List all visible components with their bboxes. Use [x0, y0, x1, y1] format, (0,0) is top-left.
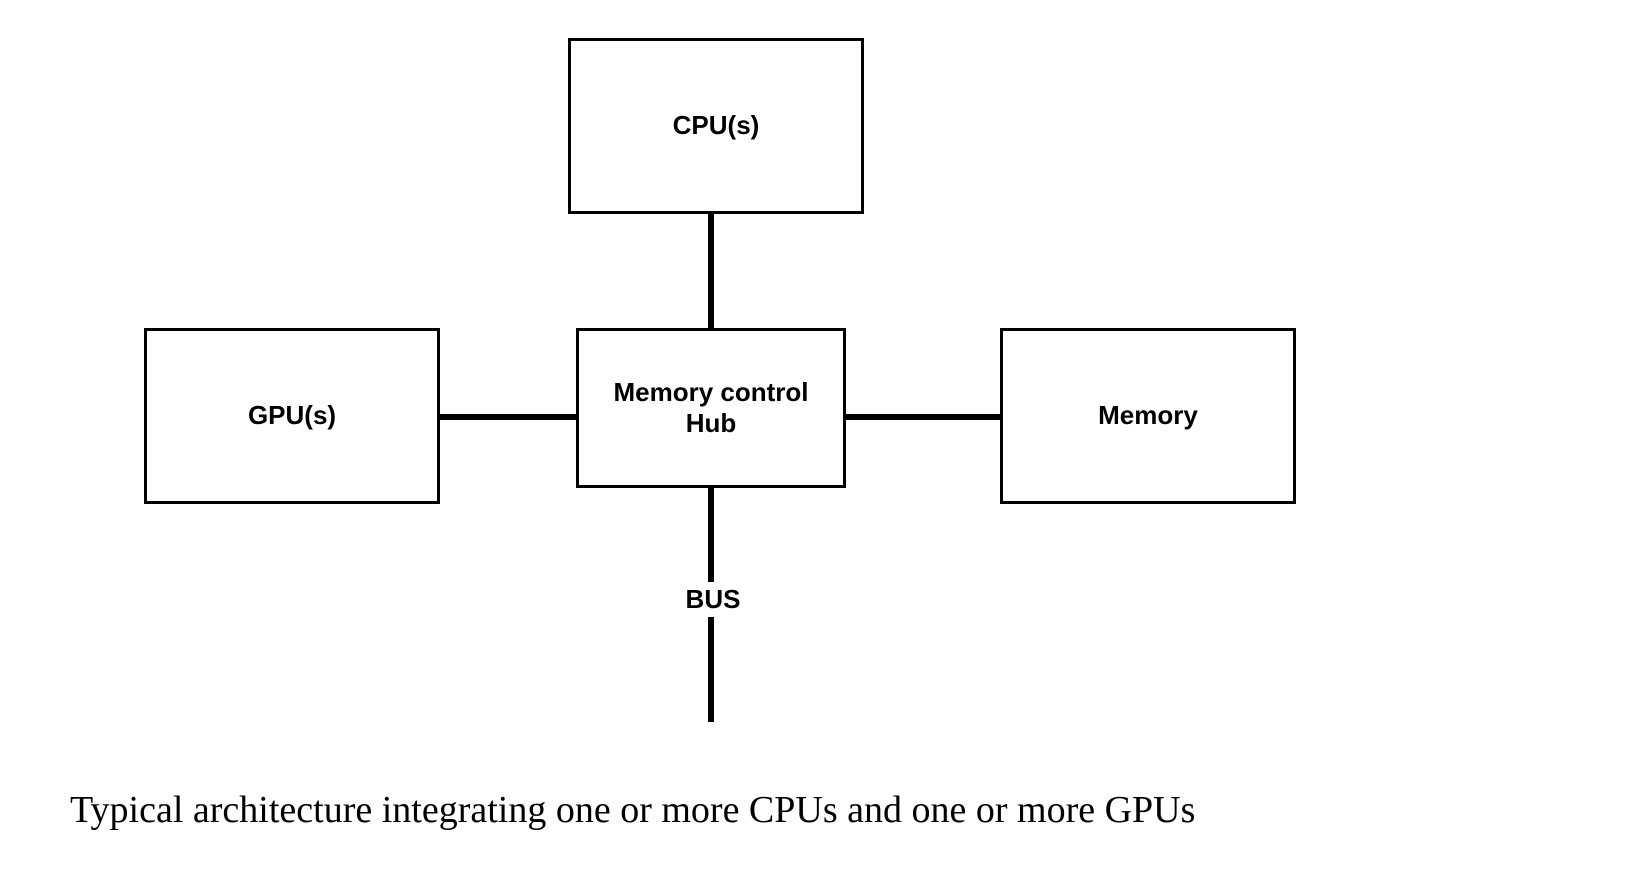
node-memory: Memory [1000, 328, 1296, 504]
node-hub: Memory control Hub [576, 328, 846, 488]
diagram-stage: BUS CPU(s) GPU(s) Memory control Hub Mem… [0, 0, 1636, 877]
edge-gpu-hub [440, 414, 576, 420]
edge-label-bus: BUS [668, 582, 758, 617]
node-cpu: CPU(s) [568, 38, 864, 214]
diagram-caption: Typical architecture integrating one or … [70, 788, 1195, 832]
edge-hub-memory [846, 414, 1000, 420]
edge-cpu-hub [708, 214, 714, 328]
node-gpu: GPU(s) [144, 328, 440, 504]
